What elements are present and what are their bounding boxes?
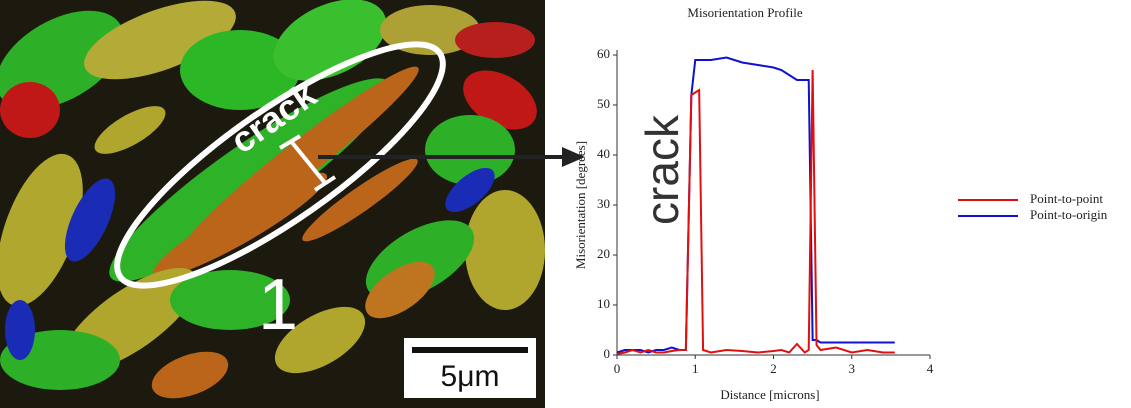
micrograph: crack 1 5μm: [0, 0, 545, 408]
x-tick-label: 0: [614, 361, 621, 376]
y-tick-label: 30: [597, 196, 610, 211]
x-tick-label: 2: [770, 361, 777, 376]
legend-label: Point-to-origin: [1030, 207, 1108, 222]
x-tick-label: 3: [849, 361, 856, 376]
x-tick-label: 1: [692, 361, 699, 376]
scale-bar-label: 5μm: [441, 360, 500, 393]
y-tick-label: 20: [597, 246, 610, 261]
crack-width-marker: [278, 134, 337, 192]
y-tick-label: 0: [604, 346, 611, 361]
y-tick-label: 40: [597, 146, 610, 161]
y-tick-label: 60: [597, 46, 610, 61]
grain-label: 1: [258, 265, 298, 345]
crack-outline: [114, 41, 446, 289]
chart-title: Misorientation Profile: [687, 5, 802, 20]
x-axis-label: Distance [microns]: [720, 387, 819, 402]
y-tick-label: 50: [597, 96, 610, 111]
series-line: [616, 56, 895, 354]
x-tick-label: 4: [927, 361, 934, 376]
y-tick-label: 10: [597, 296, 610, 311]
chart-annotation: crack: [636, 114, 688, 225]
legend-label: Point-to-point: [1030, 191, 1103, 206]
y-axis-label: Misorientation [degrees]: [573, 141, 588, 269]
pointer-arrow: [318, 147, 585, 167]
series-line: [616, 69, 895, 355]
